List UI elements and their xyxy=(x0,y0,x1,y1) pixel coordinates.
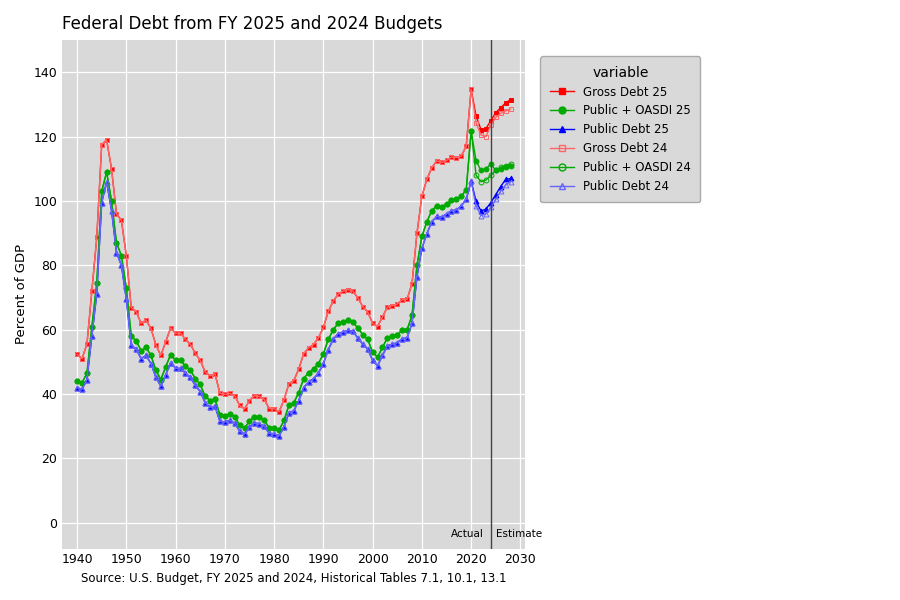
Public + OASDI 24 xyxy=(505,160,516,167)
Public + OASDI 24 xyxy=(239,425,250,432)
Public Debt 25 xyxy=(126,341,137,349)
Gross Debt 25 xyxy=(465,85,476,92)
Public + OASDI 24 xyxy=(72,377,83,384)
Gross Debt 25 xyxy=(116,217,127,224)
Gross Debt 25 xyxy=(274,408,284,415)
Public Debt 25 xyxy=(461,196,472,203)
Legend: Gross Debt 25, Public + OASDI 25, Public Debt 25, Gross Debt 24, Public + OASDI : Gross Debt 25, Public + OASDI 25, Public… xyxy=(541,56,700,202)
Gross Debt 24 xyxy=(239,406,250,413)
Line: Public + OASDI 25: Public + OASDI 25 xyxy=(75,128,513,433)
Public + OASDI 25 xyxy=(298,375,309,382)
Public + OASDI 25 xyxy=(505,162,516,169)
Y-axis label: Percent of GDP: Percent of GDP xyxy=(15,244,28,344)
Line: Public Debt 25: Public Debt 25 xyxy=(75,176,513,439)
Line: Public + OASDI 24: Public + OASDI 24 xyxy=(75,128,513,433)
Public + OASDI 24 xyxy=(274,427,284,434)
Public + OASDI 24 xyxy=(160,363,171,370)
Gross Debt 24 xyxy=(274,408,284,415)
Public Debt 25 xyxy=(298,384,309,391)
Public + OASDI 25 xyxy=(465,127,476,134)
Gross Debt 25 xyxy=(298,350,309,358)
Public Debt 24 xyxy=(505,178,516,185)
Gross Debt 24 xyxy=(126,304,137,311)
Line: Gross Debt 24: Gross Debt 24 xyxy=(75,86,513,414)
Gross Debt 24 xyxy=(465,85,476,92)
Gross Debt 24 xyxy=(461,143,472,150)
Gross Debt 25 xyxy=(461,143,472,150)
Public Debt 24 xyxy=(298,384,309,391)
Public + OASDI 24 xyxy=(126,332,137,340)
Public + OASDI 25 xyxy=(239,425,250,432)
Public Debt 25 xyxy=(116,262,127,269)
Gross Debt 25 xyxy=(126,304,137,311)
X-axis label: Source: U.S. Budget, FY 2025 and 2024, Historical Tables 7.1, 10.1, 13.1: Source: U.S. Budget, FY 2025 and 2024, H… xyxy=(81,572,507,585)
Public Debt 24 xyxy=(465,178,476,185)
Public + OASDI 25 xyxy=(461,186,472,193)
Gross Debt 25 xyxy=(505,96,516,103)
Text: Estimate: Estimate xyxy=(496,529,542,539)
Public Debt 25 xyxy=(274,433,284,440)
Text: Federal Debt from FY 2025 and 2024 Budgets: Federal Debt from FY 2025 and 2024 Budge… xyxy=(62,15,443,33)
Public Debt 25 xyxy=(239,430,250,437)
Gross Debt 24 xyxy=(72,350,83,358)
Gross Debt 25 xyxy=(239,406,250,413)
Gross Debt 25 xyxy=(72,350,83,358)
Public + OASDI 24 xyxy=(461,186,472,193)
Public Debt 24 xyxy=(274,433,284,440)
Public + OASDI 25 xyxy=(72,377,83,384)
Gross Debt 25 xyxy=(160,338,171,345)
Line: Public Debt 24: Public Debt 24 xyxy=(75,179,513,439)
Gross Debt 24 xyxy=(505,106,516,113)
Public + OASDI 24 xyxy=(465,127,476,134)
Public + OASDI 25 xyxy=(126,332,137,340)
Public Debt 24 xyxy=(72,384,83,391)
Text: Actual: Actual xyxy=(451,529,483,539)
Public + OASDI 24 xyxy=(298,375,309,382)
Gross Debt 24 xyxy=(116,217,127,224)
Public + OASDI 25 xyxy=(160,363,171,370)
Public Debt 24 xyxy=(116,262,127,269)
Public + OASDI 25 xyxy=(116,252,127,259)
Public + OASDI 24 xyxy=(116,252,127,259)
Public Debt 24 xyxy=(239,430,250,437)
Line: Gross Debt 25: Gross Debt 25 xyxy=(75,86,513,414)
Public + OASDI 25 xyxy=(274,427,284,434)
Gross Debt 24 xyxy=(160,338,171,345)
Public Debt 25 xyxy=(505,175,516,182)
Public Debt 24 xyxy=(126,341,137,349)
Public Debt 24 xyxy=(160,371,171,379)
Public Debt 25 xyxy=(160,371,171,379)
Public Debt 24 xyxy=(461,196,472,203)
Gross Debt 24 xyxy=(298,350,309,358)
Public Debt 25 xyxy=(72,384,83,391)
